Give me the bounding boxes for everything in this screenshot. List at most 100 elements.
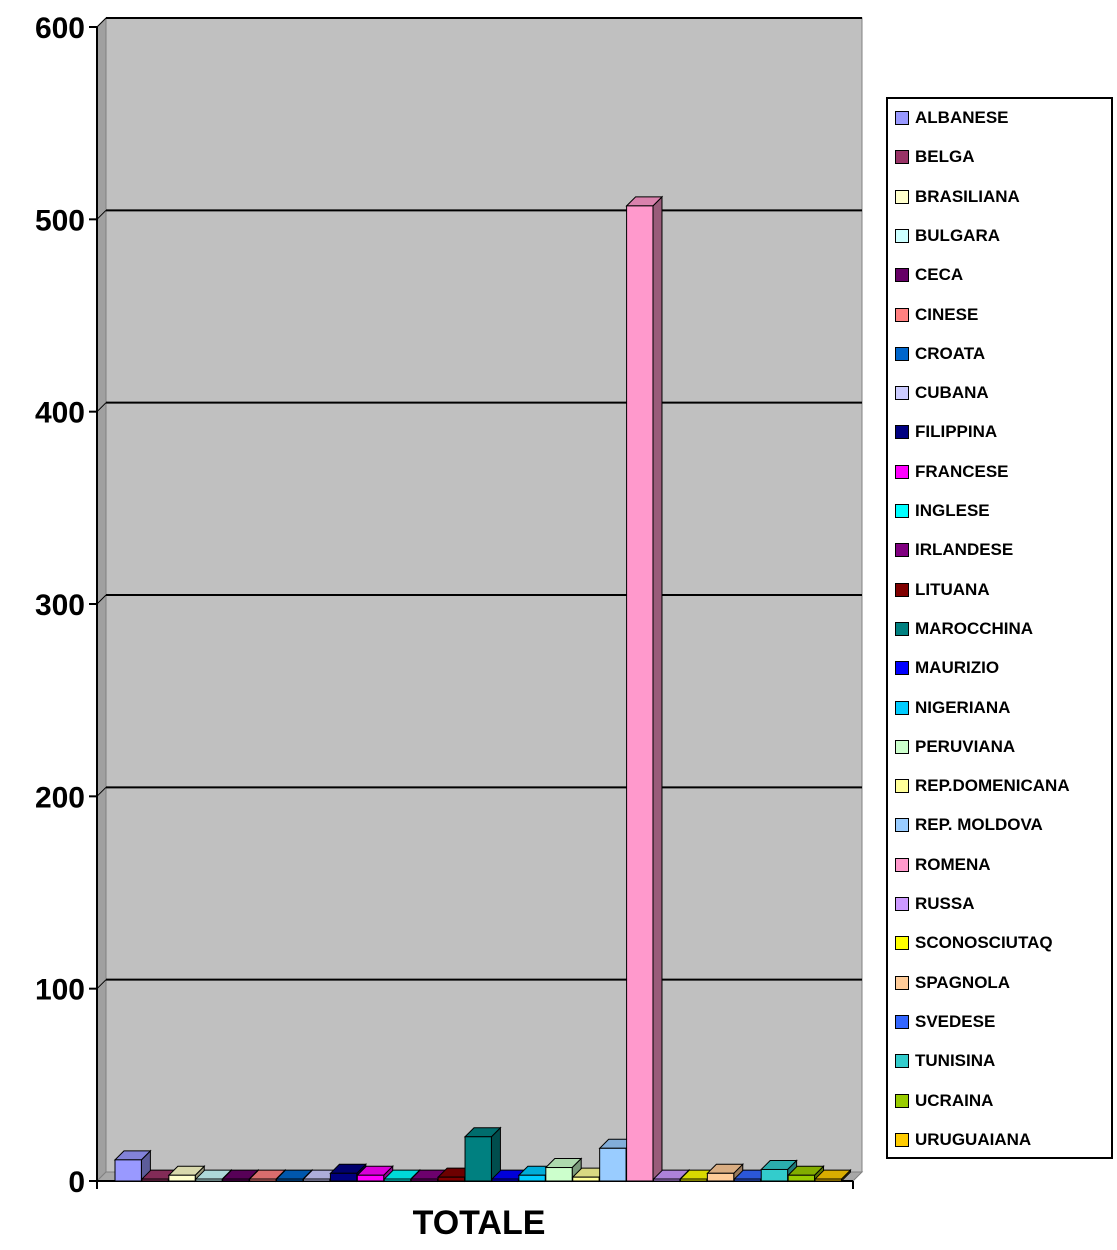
legend-swatch xyxy=(895,582,909,597)
bar-front xyxy=(679,1178,708,1182)
legend-item: LITUANA xyxy=(895,579,990,601)
bar-front xyxy=(437,1176,465,1182)
y-tick-label: 500 xyxy=(35,204,85,237)
legend-item: TUNISINA xyxy=(895,1050,995,1072)
bar-front xyxy=(195,1178,223,1182)
legend-label: NIGERIANA xyxy=(915,697,1011,717)
legend-label: CUBANA xyxy=(915,383,989,403)
legend-item: RUSSA xyxy=(895,893,975,915)
legend-swatch xyxy=(895,857,909,872)
bar-front xyxy=(760,1168,789,1182)
legend-label: TUNISINA xyxy=(915,1051,996,1071)
legend-swatch xyxy=(895,1014,909,1029)
y-tick-label: 100 xyxy=(35,974,85,1007)
bar-front xyxy=(276,1178,304,1182)
legend-item: BELGA xyxy=(895,146,975,168)
bar-front xyxy=(356,1174,385,1182)
gridline-side xyxy=(96,786,107,797)
legend-label: MAURIZIO xyxy=(915,658,1000,678)
gridline-side xyxy=(96,594,107,605)
legend-swatch xyxy=(895,700,909,715)
legend-item: URUGUAIANA xyxy=(895,1129,1031,1151)
bar-front xyxy=(518,1174,546,1182)
bar-romena xyxy=(625,195,664,1183)
gridline-side xyxy=(96,209,107,220)
legend-swatch xyxy=(895,386,909,401)
legend-swatch xyxy=(895,346,909,361)
legend-item: FRANCESE xyxy=(895,461,1009,483)
legend-item: MAURIZIO xyxy=(895,657,999,679)
legend-label: INGLESE xyxy=(915,501,990,520)
legend-label: LITUANA xyxy=(915,579,990,599)
bar-front xyxy=(626,205,654,1182)
gridline-side xyxy=(96,979,107,990)
legend-swatch xyxy=(895,150,909,165)
bar-front xyxy=(329,1172,358,1182)
legend-item: INGLESE xyxy=(895,500,990,522)
legend-label: MAROCCHINA xyxy=(915,618,1034,638)
legend-item: PERUVIANA xyxy=(895,736,1015,758)
legend-swatch xyxy=(895,543,909,558)
bar-front xyxy=(599,1147,627,1182)
bar-front xyxy=(733,1178,762,1182)
y-tick-label: 200 xyxy=(35,781,85,814)
bar-front xyxy=(814,1178,842,1182)
legend-item: FILIPPINA xyxy=(895,421,997,443)
legend-item: SVEDESE xyxy=(895,1011,995,1033)
gridlines xyxy=(96,17,862,990)
bar-front xyxy=(168,1174,196,1182)
legend-swatch xyxy=(895,897,909,911)
bar-front xyxy=(464,1136,492,1182)
legend-item: REP. MOLDOVA xyxy=(895,814,1043,836)
legend-swatch xyxy=(895,1093,909,1108)
legend-swatch xyxy=(895,464,909,479)
y-tick-label: 300 xyxy=(35,589,85,622)
bar-front xyxy=(572,1176,600,1182)
legend-label: ROMENA xyxy=(915,854,991,874)
y-tick-label: 400 xyxy=(35,397,85,430)
legend-swatch xyxy=(895,661,909,676)
x-category-label: TOTALE xyxy=(413,1204,546,1242)
legend-swatch xyxy=(895,111,909,125)
bar-front xyxy=(706,1172,735,1182)
legend-item: BRASILIANA xyxy=(895,186,1020,208)
legend-item: BULGARA xyxy=(895,225,1000,247)
legend-label: CECA xyxy=(915,265,964,285)
legend-label: SVEDESE xyxy=(915,1011,996,1031)
bar-front xyxy=(383,1178,412,1182)
legend-item: ALBANESE xyxy=(895,107,1009,129)
legend-swatch xyxy=(895,779,909,794)
bar-front xyxy=(787,1174,816,1182)
bars xyxy=(113,195,852,1183)
bar-side xyxy=(652,195,663,1183)
legend-label: IRLANDESE xyxy=(915,540,1014,560)
bar-front xyxy=(491,1178,519,1182)
bar-front xyxy=(141,1178,169,1182)
bar-spagnola xyxy=(706,1163,744,1183)
bar-uruguaiana xyxy=(813,1168,852,1183)
legend-label: REP.DOMENICANA xyxy=(915,776,1070,796)
legend-swatch xyxy=(895,228,909,243)
legend-label: FILIPPINA xyxy=(915,422,998,442)
legend-swatch xyxy=(895,818,909,833)
bar-front xyxy=(545,1167,573,1182)
bar-front xyxy=(222,1178,250,1182)
y-tick-label: 600 xyxy=(35,12,85,45)
legend: ALBANESE BELGA BRASILIANA BULGARA CECA CINESE… xyxy=(886,97,1113,1159)
legend-label: ALBANESE xyxy=(915,108,1009,127)
legend-item: SPAGNOLA xyxy=(895,972,1010,994)
legend-item: CINESE xyxy=(895,304,978,326)
legend-item: CROATA xyxy=(895,343,985,365)
legend-item: ROMENA xyxy=(895,854,991,876)
legend-label: SCONOSCIUTAQ xyxy=(915,933,1053,953)
bar-francese xyxy=(356,1165,394,1183)
legend-label: BULGARA xyxy=(915,225,1000,245)
bar-front xyxy=(410,1178,439,1182)
legend-item: UCRAINA xyxy=(895,1090,993,1112)
y-axis-ticks: 0 100 200 300 400 500 600 xyxy=(35,12,97,1199)
legend-swatch xyxy=(895,307,909,322)
plot-area xyxy=(95,16,864,1183)
legend-label: REP. MOLDOVA xyxy=(915,815,1043,835)
legend-swatch xyxy=(895,425,909,440)
